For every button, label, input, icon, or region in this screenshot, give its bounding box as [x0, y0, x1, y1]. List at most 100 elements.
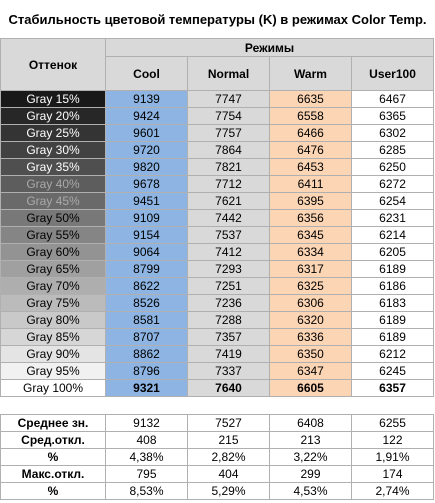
cell: 9109: [105, 209, 188, 227]
column-header: Normal: [187, 56, 270, 91]
data-row: Gray 20% 9424 7754 6558 6365: [0, 107, 435, 125]
cell: 6245: [350, 362, 435, 380]
data-row: Gray 50% 9109 7442 6356 6231: [0, 209, 435, 227]
summary-row: Сред.откл. 408 215 213 122: [0, 431, 435, 449]
cell: 6635: [269, 90, 352, 108]
cell: 7251: [187, 277, 270, 295]
row-label: Gray 75%: [0, 294, 106, 312]
row-label: Gray 50%: [0, 209, 106, 227]
row-label: Gray 25%: [0, 124, 106, 142]
data-row: Gray 65% 8799 7293 6317 6189: [0, 260, 435, 278]
cell: 7821: [187, 158, 270, 176]
cell: 7357: [187, 328, 270, 346]
cell: 8862: [105, 345, 188, 363]
summary-label: Макс.откл.: [0, 465, 106, 483]
row-label: Gray 85%: [0, 328, 106, 346]
summary-cell: 5,29%: [187, 482, 270, 500]
summary-row: Макс.откл. 795 404 299 174: [0, 465, 435, 483]
cell: 9601: [105, 124, 188, 142]
cell: 7293: [187, 260, 270, 278]
summary-cell: 213: [269, 431, 352, 449]
row-label: Gray 70%: [0, 277, 106, 295]
summary-cell: 2,82%: [187, 448, 270, 466]
cell: 6231: [350, 209, 435, 227]
column-header: User100: [350, 56, 435, 91]
summary-cell: 408: [105, 431, 188, 449]
summary-row: % 4,38% 2,82% 3,22% 1,91%: [0, 448, 435, 466]
cell: 6336: [269, 328, 352, 346]
summary-row: % 8,53% 5,29% 4,53% 2,74%: [0, 482, 435, 500]
cell: 6476: [269, 141, 352, 159]
cell: 6317: [269, 260, 352, 278]
cell: 6183: [350, 294, 435, 312]
row-label: Gray 35%: [0, 158, 106, 176]
cell: 6467: [350, 90, 435, 108]
cell: 6365: [350, 107, 435, 125]
cell: 6306: [269, 294, 352, 312]
data-row: Gray 75% 8526 7236 6306 6183: [0, 294, 435, 312]
modes-header: Режимы: [104, 38, 435, 57]
data-row: Gray 15% 9139 7747 6635 6467: [0, 90, 435, 108]
cell: 8796: [105, 362, 188, 380]
cell: 6189: [350, 311, 435, 329]
summary-cell: 174: [350, 465, 435, 483]
cell: 6212: [350, 345, 435, 363]
cell: 6189: [350, 260, 435, 278]
cell: 9451: [105, 192, 188, 210]
cell: 6186: [350, 277, 435, 295]
cell: 6250: [350, 158, 435, 176]
summary-label: Среднее зн.: [0, 414, 106, 432]
cell: 8622: [105, 277, 188, 295]
cell: 8707: [105, 328, 188, 346]
row-label: Gray 100%: [0, 379, 106, 397]
summary-row: Среднее зн. 9132 7527 6408 6255: [0, 414, 435, 432]
summary-cell: 6255: [350, 414, 435, 432]
cell: 7640: [187, 379, 270, 397]
summary-cell: 2,74%: [350, 482, 435, 500]
spacer: [0, 396, 434, 415]
data-row: Gray 85% 8707 7357 6336 6189: [0, 328, 435, 346]
summary-cell: 404: [187, 465, 270, 483]
cell: 7419: [187, 345, 270, 363]
row-label: Gray 20%: [0, 107, 106, 125]
cell: 7236: [187, 294, 270, 312]
cell: 9154: [105, 226, 188, 244]
cell: 7754: [187, 107, 270, 125]
data-row: Gray 95% 8796 7337 6347 6245: [0, 362, 435, 380]
summary-cell: 795: [105, 465, 188, 483]
cell: 9064: [105, 243, 188, 261]
spacer-cell: [0, 396, 434, 415]
cell: 9424: [105, 107, 188, 125]
summary-cell: 8,53%: [105, 482, 188, 500]
data-row: Gray 80% 8581 7288 6320 6189: [0, 311, 435, 329]
summary-cell: 9132: [105, 414, 188, 432]
cell: 6285: [350, 141, 435, 159]
summary-cell: 299: [269, 465, 352, 483]
cell: 8581: [105, 311, 188, 329]
cell: 9321: [105, 379, 188, 397]
cell: 7712: [187, 175, 270, 193]
data-row: Gray 90% 8862 7419 6350 6212: [0, 345, 435, 363]
cell: 7747: [187, 90, 270, 108]
cell: 6347: [269, 362, 352, 380]
cell: 9720: [105, 141, 188, 159]
cell: 6325: [269, 277, 352, 295]
summary-cell: 6408: [269, 414, 352, 432]
cell: 6453: [269, 158, 352, 176]
title: Стабильность цветовой температуры (K) в …: [8, 11, 427, 27]
cell: 6254: [350, 192, 435, 210]
row-label: Gray 95%: [0, 362, 106, 380]
cell: 6605: [269, 379, 352, 397]
summary-cell: 4,38%: [105, 448, 188, 466]
cell: 6357: [350, 379, 435, 397]
cell: 6395: [269, 192, 352, 210]
data-row: Gray 60% 9064 7412 6334 6205: [0, 243, 435, 261]
cell: 8526: [105, 294, 188, 312]
cell: 6411: [269, 175, 352, 193]
cell: 7537: [187, 226, 270, 244]
data-row: Gray 55% 9154 7537 6345 6214: [0, 226, 435, 244]
cell: 6356: [269, 209, 352, 227]
cell: 7337: [187, 362, 270, 380]
summary-cell: 3,22%: [269, 448, 352, 466]
